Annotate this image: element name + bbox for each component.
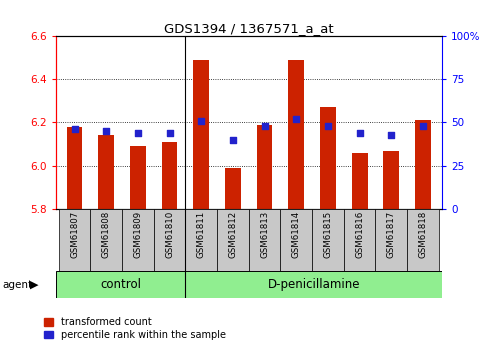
- Bar: [122, 209, 154, 271]
- Bar: [407, 209, 439, 271]
- Text: ▶: ▶: [30, 280, 39, 289]
- Point: [292, 116, 300, 122]
- Bar: [288, 60, 304, 209]
- Point: [324, 123, 332, 129]
- Bar: [312, 209, 344, 271]
- Bar: [320, 107, 336, 209]
- Bar: [415, 120, 431, 209]
- Bar: [130, 146, 146, 209]
- Bar: [384, 150, 399, 209]
- Bar: [162, 142, 177, 209]
- Text: GSM61817: GSM61817: [387, 210, 396, 258]
- Text: control: control: [100, 278, 141, 291]
- Bar: [193, 60, 209, 209]
- Bar: [90, 209, 122, 271]
- Bar: [217, 209, 249, 271]
- Text: GSM61810: GSM61810: [165, 210, 174, 258]
- Bar: [67, 127, 83, 209]
- Text: GSM61818: GSM61818: [418, 210, 427, 258]
- Bar: [375, 209, 407, 271]
- Text: GSM61807: GSM61807: [70, 210, 79, 258]
- Text: GSM61811: GSM61811: [197, 210, 206, 258]
- Point: [387, 132, 395, 137]
- Text: GSM61808: GSM61808: [102, 210, 111, 258]
- Bar: [344, 209, 375, 271]
- Text: agent: agent: [2, 280, 32, 289]
- Bar: [59, 209, 90, 271]
- Point: [102, 128, 110, 134]
- Point: [198, 118, 205, 124]
- Bar: [249, 209, 281, 271]
- Point: [71, 127, 78, 132]
- Point: [419, 123, 427, 129]
- Bar: [154, 209, 185, 271]
- Text: GSM61809: GSM61809: [133, 210, 142, 258]
- Point: [229, 137, 237, 142]
- Bar: [352, 152, 368, 209]
- Text: GSM61813: GSM61813: [260, 210, 269, 258]
- Point: [166, 130, 173, 136]
- Text: GSM61815: GSM61815: [324, 210, 332, 258]
- Text: GSM61812: GSM61812: [228, 210, 238, 258]
- Bar: [225, 168, 241, 209]
- Point: [261, 123, 269, 129]
- Bar: [256, 125, 272, 209]
- Text: GSM61814: GSM61814: [292, 210, 301, 258]
- Text: GSM61816: GSM61816: [355, 210, 364, 258]
- Title: GDS1394 / 1367571_a_at: GDS1394 / 1367571_a_at: [164, 22, 334, 35]
- Bar: [281, 209, 312, 271]
- Legend: transformed count, percentile rank within the sample: transformed count, percentile rank withi…: [43, 317, 226, 340]
- Text: D-penicillamine: D-penicillamine: [268, 278, 360, 291]
- Point: [134, 130, 142, 136]
- Bar: [185, 209, 217, 271]
- Bar: [99, 135, 114, 209]
- Point: [356, 130, 364, 136]
